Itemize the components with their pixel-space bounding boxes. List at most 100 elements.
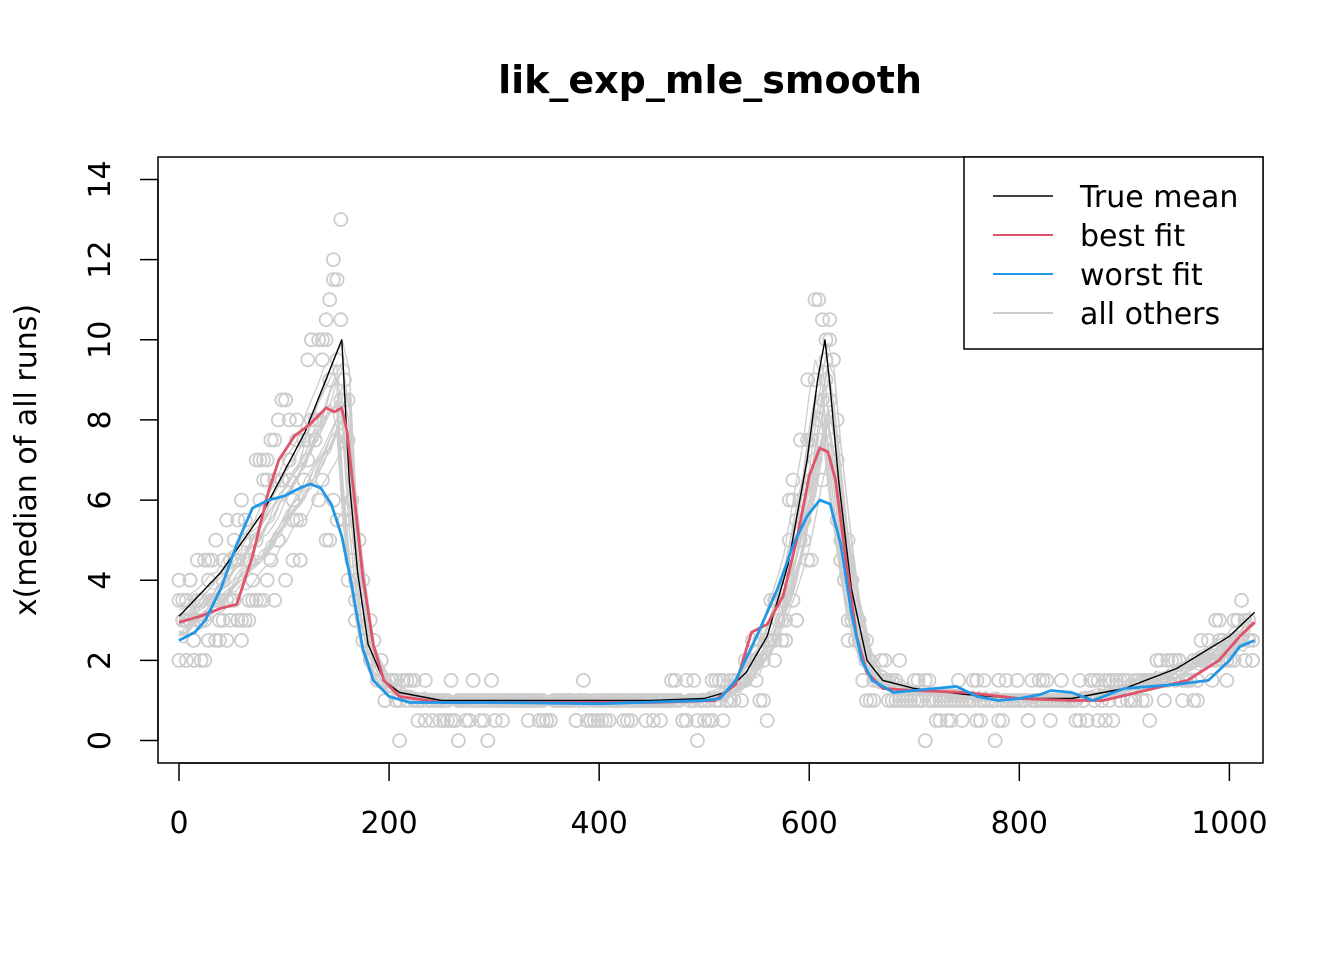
other-run-point	[840, 532, 856, 548]
other-run-point	[1237, 653, 1253, 668]
other-run-point	[991, 713, 1007, 728]
y-tick-label: 0	[83, 731, 118, 750]
other-run-point	[443, 713, 459, 728]
other-run-point	[928, 713, 944, 728]
other-run-point	[940, 713, 955, 728]
other-run-point	[855, 673, 871, 688]
other-run-point	[1090, 713, 1106, 728]
other-run-point	[189, 552, 205, 568]
series-line-1	[178, 406, 1256, 704]
other-run-point	[678, 673, 694, 688]
legend-label: True mean	[1079, 180, 1238, 215]
other-run-point	[1241, 633, 1257, 648]
other-run-point	[285, 492, 301, 508]
other-run-point	[803, 552, 819, 568]
other-run-point	[778, 612, 793, 628]
other-run-point	[969, 713, 985, 728]
other-run-point	[906, 693, 922, 708]
other-run-point	[715, 673, 731, 688]
other-run-point	[1245, 633, 1260, 648]
other-run-point	[248, 592, 264, 608]
other-run-point	[318, 532, 334, 548]
other-run-point	[815, 312, 830, 328]
x-tick-label: 400	[571, 806, 628, 841]
other-run-point	[748, 673, 764, 688]
other-run-point	[822, 312, 838, 328]
chart-title: lik_exp_mle_smooth	[498, 58, 922, 102]
y-tick-label: 4	[83, 571, 118, 590]
other-run-point	[884, 693, 900, 708]
other-run-point	[719, 693, 735, 708]
other-run-point	[576, 673, 591, 688]
other-run-point	[675, 713, 691, 728]
other-run-point	[1138, 693, 1154, 708]
other-run-point	[587, 713, 602, 728]
other-run-point	[1186, 653, 1202, 668]
other-run-point	[182, 572, 198, 588]
other-run-point	[973, 713, 988, 728]
other-run-point	[322, 372, 338, 388]
other-run-point	[1105, 713, 1121, 728]
legend-box	[963, 156, 1264, 350]
other-run-point	[300, 352, 316, 368]
other-run-point	[723, 693, 738, 708]
other-run-point	[1105, 673, 1121, 688]
other-run-point	[535, 713, 551, 728]
other-run-point	[704, 673, 720, 688]
y-tick-label: 12	[83, 241, 118, 279]
other-run-point	[877, 653, 893, 668]
other-run-point	[425, 713, 441, 728]
other-run-point	[1068, 713, 1084, 728]
other-run-point	[888, 673, 904, 688]
other-run-point	[995, 713, 1010, 728]
other-run-point	[1160, 673, 1176, 688]
other-run-point	[1109, 673, 1124, 688]
other-run-point	[281, 452, 297, 468]
other-run-point	[906, 673, 922, 688]
other-run-point	[623, 713, 639, 728]
other-run-point	[520, 713, 536, 728]
other-run-point	[811, 432, 827, 448]
other-run-point	[278, 392, 294, 408]
other-run-point	[234, 612, 249, 628]
other-run-point	[803, 432, 819, 448]
other-run-point	[1112, 673, 1128, 688]
other-run-point	[314, 472, 330, 488]
other-run-point	[954, 713, 970, 728]
other-run-point	[594, 713, 610, 728]
y-tick-label: 10	[83, 321, 118, 359]
other-run-point	[789, 612, 804, 628]
other-run-point	[807, 372, 823, 388]
other-run-point	[756, 693, 771, 708]
other-run-point	[285, 552, 301, 568]
other-run-point	[289, 512, 305, 528]
other-run-point	[785, 472, 801, 488]
other-run-point	[653, 713, 668, 728]
other-run-point	[1178, 673, 1194, 688]
other-run-point	[785, 592, 801, 608]
other-run-point	[866, 673, 882, 688]
other-run-point	[1201, 633, 1216, 648]
other-run-point	[943, 693, 959, 708]
other-run-point	[256, 452, 272, 468]
other-run-point	[800, 372, 816, 388]
other-run-point	[219, 512, 235, 528]
other-run-point	[178, 612, 194, 628]
y-axis: 0 2 4 6 8 10 12 14	[83, 160, 159, 750]
other-run-point	[311, 412, 327, 428]
other-run-point	[712, 673, 727, 688]
other-run-point	[859, 633, 874, 648]
legend: True mean best fit worst fit all others	[963, 156, 1264, 350]
other-run-point	[1164, 653, 1179, 668]
other-run-point	[311, 492, 327, 508]
other-run-point	[892, 653, 907, 668]
other-run-point	[822, 332, 838, 348]
other-run-point	[1009, 673, 1025, 688]
other-run-point	[965, 673, 981, 688]
other-run-point	[818, 372, 834, 388]
other-run-point	[399, 673, 415, 688]
other-run-point	[583, 713, 599, 728]
other-run-point	[318, 312, 334, 328]
other-run-point	[778, 633, 793, 648]
other-run-point	[601, 713, 617, 728]
